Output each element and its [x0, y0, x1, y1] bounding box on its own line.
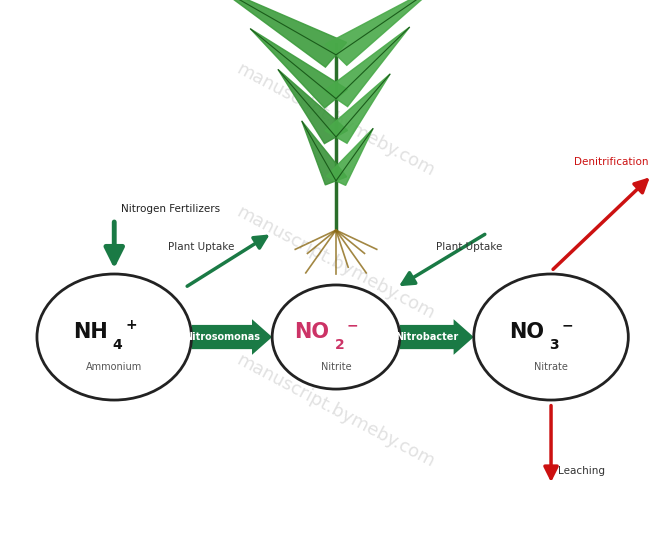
Text: NH: NH	[73, 322, 108, 341]
Polygon shape	[325, 0, 439, 65]
Text: 3: 3	[550, 338, 559, 352]
Polygon shape	[302, 121, 347, 185]
Text: 2: 2	[335, 338, 344, 352]
Text: NO: NO	[294, 322, 329, 341]
Text: Nitrogen Fertilizers: Nitrogen Fertilizers	[121, 204, 220, 214]
Polygon shape	[325, 27, 409, 106]
Text: −: −	[562, 318, 574, 332]
Text: +: +	[125, 318, 137, 332]
Text: Nitrite: Nitrite	[321, 362, 351, 372]
Circle shape	[272, 285, 400, 389]
Polygon shape	[251, 29, 347, 108]
Polygon shape	[325, 74, 390, 143]
Text: Plant Uptake: Plant Uptake	[169, 242, 235, 252]
Text: manuscript.bymeby.com: manuscript.bymeby.com	[234, 60, 438, 181]
Polygon shape	[215, 0, 347, 67]
Text: Denitrification: Denitrification	[574, 157, 648, 167]
Text: Leaching: Leaching	[558, 466, 605, 476]
Polygon shape	[400, 319, 474, 355]
Text: manuscript.bymeby.com: manuscript.bymeby.com	[234, 203, 438, 323]
Text: manuscript.bymeby.com: manuscript.bymeby.com	[234, 351, 438, 471]
Text: 4: 4	[113, 338, 122, 352]
Circle shape	[37, 274, 192, 400]
Polygon shape	[327, 129, 373, 185]
Text: NO: NO	[509, 322, 544, 341]
Text: Nitrate: Nitrate	[534, 362, 568, 372]
Polygon shape	[278, 70, 347, 144]
Text: −: −	[347, 318, 359, 332]
Text: Nitrosomonas: Nitrosomonas	[183, 332, 260, 342]
Text: Plant Uptake: Plant Uptake	[435, 242, 502, 252]
Polygon shape	[192, 319, 272, 355]
Circle shape	[474, 274, 628, 400]
Text: Nitrobacter: Nitrobacter	[395, 332, 458, 342]
Text: Ammonium: Ammonium	[86, 362, 142, 372]
